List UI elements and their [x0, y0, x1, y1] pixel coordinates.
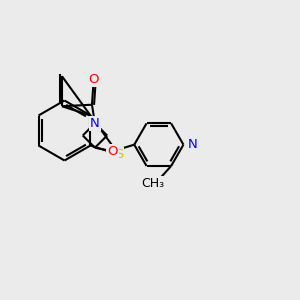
Text: S: S	[115, 148, 123, 161]
Text: CH₃: CH₃	[142, 178, 165, 190]
Text: N: N	[188, 138, 198, 151]
Text: O: O	[107, 145, 118, 158]
Text: N: N	[90, 117, 100, 130]
Text: O: O	[88, 73, 99, 86]
